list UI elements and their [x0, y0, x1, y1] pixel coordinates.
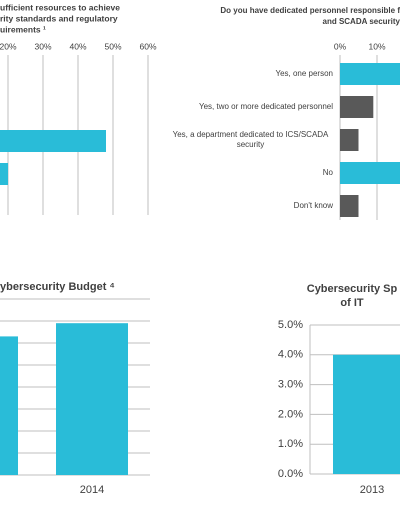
x-tick-label: 20% — [0, 41, 17, 51]
bar — [0, 130, 106, 152]
x-tick-label: 0% — [334, 41, 347, 51]
x-tick-label: 2014 — [80, 484, 104, 496]
bar — [0, 336, 18, 475]
bar — [333, 354, 400, 474]
x-tick-label: 40% — [69, 41, 86, 51]
category-text: Yes, two or more dedicated personnel — [198, 102, 333, 111]
x-tick-label: 30% — [34, 41, 51, 51]
y-tick-label: 3.0% — [278, 379, 303, 391]
category-text: Don't know — [293, 201, 333, 210]
category-label: No — [133, 161, 333, 185]
category-label: Don't know — [133, 194, 333, 218]
x-tick-label: 2013 — [360, 484, 384, 496]
bar — [340, 129, 359, 151]
category-label: Yes, two or more dedicated personnel — [133, 95, 333, 119]
x-tick-label: 50% — [104, 41, 121, 51]
bar — [56, 323, 128, 475]
x-tick-label: 60% — [139, 41, 156, 51]
category-text: Yes, one person — [275, 69, 333, 78]
category-label: Yes, one person — [133, 62, 333, 86]
chart-title: and SCADA security — [323, 17, 400, 26]
bar — [340, 195, 359, 217]
x-tick-label: 10% — [368, 41, 385, 51]
chart-title: ybersecurity Budget ⁴ — [0, 281, 115, 293]
y-tick-label: 5.0% — [278, 319, 303, 331]
y-tick-label: 0.0% — [278, 468, 303, 480]
category-text: No — [322, 168, 333, 177]
y-tick-label: 4.0% — [278, 349, 303, 361]
y-tick-label: 1.0% — [278, 438, 303, 450]
chart-title: of IT — [340, 297, 363, 309]
bar — [340, 96, 374, 118]
chart-title: Do you have dedicated personnel responsi… — [220, 6, 400, 15]
chart-title: ufficient resources to achieve — [0, 2, 120, 12]
category-label: Yes, a department dedicated to ICS/SCADA… — [133, 128, 333, 152]
y-tick-label: 2.0% — [278, 408, 303, 420]
chart-title: rity standards and regulatory — [0, 13, 118, 23]
chart-title: Cybersecurity Sp — [307, 283, 398, 295]
chart-title: uirements ¹ — [0, 24, 46, 34]
bar — [340, 63, 400, 85]
category-text: Yes, a department dedicated to ICS/SCADA… — [172, 130, 329, 149]
bar — [340, 162, 400, 184]
bar — [0, 163, 8, 185]
